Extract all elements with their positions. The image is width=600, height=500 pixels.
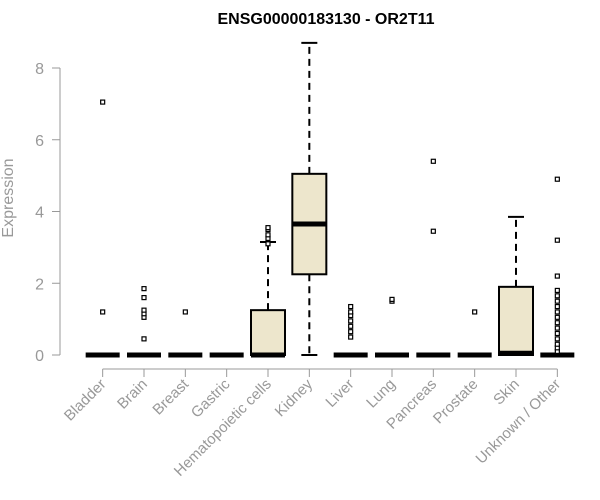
- boxes-group: [85, 41, 575, 358]
- outlier-point: [348, 334, 354, 340]
- outlier-point: [554, 314, 560, 320]
- outlier-point: [430, 158, 436, 164]
- y-tick-label: 0: [35, 348, 44, 365]
- box-brain: [127, 286, 161, 358]
- outlier-point: [348, 303, 354, 310]
- y-tick-label: 4: [35, 205, 44, 222]
- outlier-point: [554, 330, 560, 337]
- box-bladder: [85, 99, 120, 358]
- outlier-point: [182, 309, 188, 315]
- outlier-point: [348, 309, 354, 315]
- x-tick-label: Bladder: [61, 376, 110, 425]
- chart-title: ENSG00000183130 - OR2T11: [217, 11, 434, 28]
- x-tick-label: Kidney: [272, 375, 317, 420]
- outlier-point: [554, 320, 560, 326]
- outlier-point: [554, 293, 560, 299]
- outlier-point: [265, 225, 271, 231]
- outlier-point: [348, 329, 354, 335]
- outlier-point: [554, 273, 560, 279]
- y-tick-label: 8: [35, 61, 44, 78]
- box-unknown-other: [540, 176, 575, 358]
- box-hematopoietic-cells: [250, 225, 286, 358]
- outlier-point: [554, 303, 560, 310]
- box-pancreas: [416, 158, 451, 358]
- box-iqr: [250, 309, 286, 356]
- outlier-point: [472, 309, 478, 315]
- x-tick-label: Brain: [114, 376, 151, 413]
- y-tick-label: 6: [35, 133, 44, 150]
- box-prostate: [457, 309, 492, 358]
- outlier-point: [554, 176, 560, 182]
- box-skin: [498, 215, 534, 356]
- outlier-point: [348, 323, 354, 329]
- outlier-point: [554, 336, 560, 342]
- y-tick-label: 2: [35, 276, 44, 293]
- box-lung: [375, 296, 409, 358]
- outlier-point: [265, 232, 271, 238]
- outlier-point: [141, 336, 147, 342]
- outlier-point: [554, 341, 560, 347]
- outlier-point: [389, 296, 395, 302]
- outlier-point: [265, 241, 271, 247]
- outlier-point: [554, 287, 560, 294]
- x-tick-label: Prostate: [430, 376, 482, 428]
- x-tick-label: Skin: [490, 376, 523, 409]
- outlier-point: [430, 228, 436, 234]
- outlier-point: [100, 309, 106, 315]
- outlier-point: [141, 295, 147, 301]
- y-axis: 0 2 4 6 8: [35, 61, 61, 365]
- box-iqr: [498, 285, 534, 356]
- x-tick-label: Lung: [363, 376, 399, 412]
- outlier-point: [141, 286, 147, 292]
- outlier-point: [554, 309, 560, 315]
- outlier-point: [554, 237, 560, 243]
- x-tick-label: Liver: [322, 376, 357, 411]
- box-breast: [168, 309, 203, 358]
- x-tick-label: Breast: [149, 375, 192, 418]
- outlier-point: [554, 325, 560, 331]
- outlier-point: [348, 318, 354, 324]
- outlier-point: [141, 307, 147, 313]
- outlier-point: [554, 298, 560, 304]
- box-liver: [333, 303, 368, 358]
- y-axis-label: Expression: [0, 158, 17, 237]
- box-kidney: [291, 41, 328, 356]
- outlier-point: [100, 99, 106, 105]
